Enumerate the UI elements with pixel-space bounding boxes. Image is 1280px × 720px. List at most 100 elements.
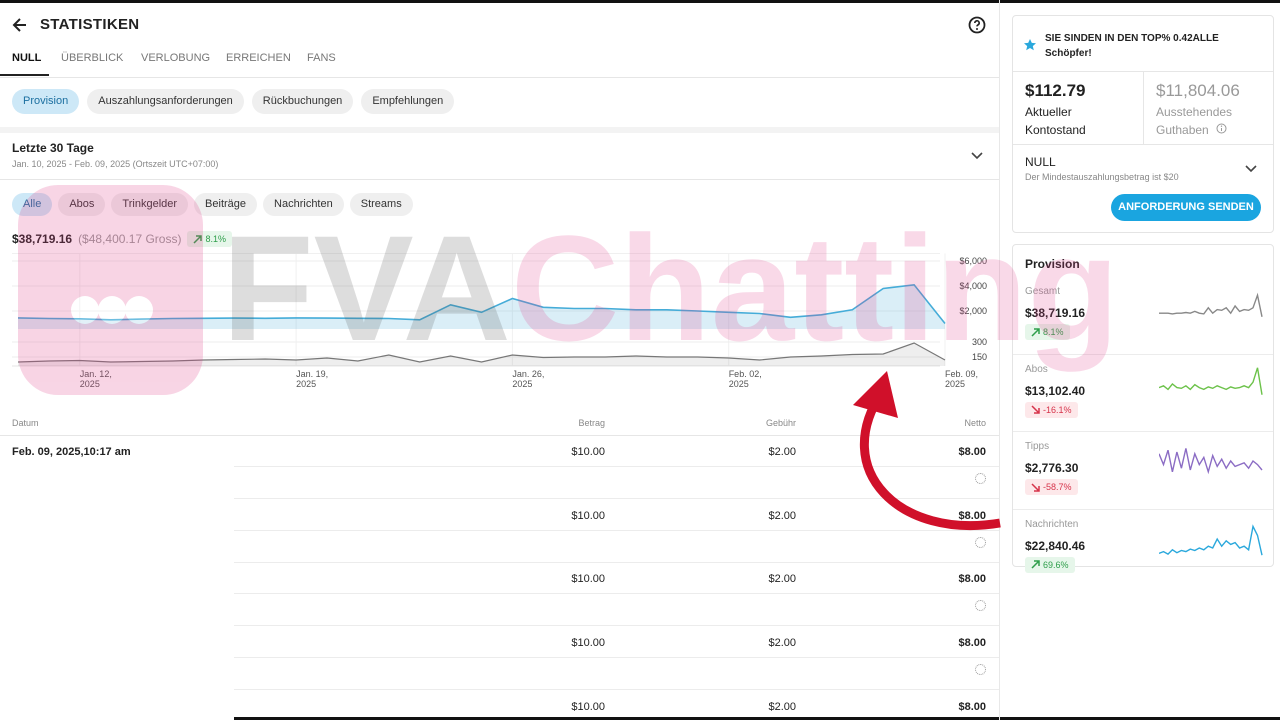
table-cell: $2.00 [768,573,796,586]
loading-spinner [975,536,986,548]
table-cell: $8.00 [958,637,986,650]
y-tick-label: 150 [972,352,987,362]
change-value: 69.6% [1043,559,1069,570]
divider [1013,431,1273,432]
series-area [18,343,945,366]
table-cell: $8.00 [958,446,986,458]
page-title: STATISTIKEN [40,16,140,33]
change-pill: 69.6% [1025,556,1075,573]
frame-top [0,0,1280,3]
tab-indicator [0,74,49,76]
table-cell: $8.00 [958,509,986,522]
table-cell: $2.00 [768,509,796,522]
x-tick-label: Jan. 26, 2025 [512,369,545,389]
loading-spinner [975,664,986,676]
trend-icon [1031,482,1040,492]
trend-icon [1031,405,1040,414]
x-tick-label: Feb. 09, 2025 [945,369,979,389]
chip[interactable]: Alle [12,193,53,216]
metric-label: Abos [1025,363,1048,375]
chip[interactable]: Trinkgelder [111,193,189,216]
divider [0,179,1000,180]
change-value: 8.1% [205,234,226,244]
period-range: Jan. 10, 2025 - Feb. 09, 2025 (Ortszeit … [12,159,219,169]
filter-bar: Alle Abos Trinkgelder Beiträge Nachrichten St… [12,193,419,216]
trend-icon [1031,327,1040,337]
tab[interactable]: VERLOBUNG [141,52,211,64]
change-pill: -16.1% [1025,401,1078,418]
sparkline-line [1159,367,1263,395]
table-cell: $8.00 [958,573,986,586]
request-button[interactable]: ANFORDERUNG SENDEN [1111,194,1261,221]
series-area [18,284,945,329]
y-tick-label: $2,000 [959,306,987,316]
y-tick-label: $6,000 [959,256,987,266]
chip[interactable]: Auszahlungsanforderungen [87,89,244,114]
loading-spinner [975,473,986,484]
change-value: 8.1% [1043,327,1064,337]
sparkline [1159,523,1263,555]
trend-arrow [1031,560,1040,569]
help-button[interactable] [968,16,986,34]
x-tick-label: Jan. 19, 2025 [296,369,329,389]
tab[interactable]: FANS [307,52,336,64]
row-divider [234,657,1000,659]
metric-amount: $38,719.16 [1025,306,1086,320]
provision-title: Provision [1025,257,1080,271]
row-divider [234,529,1000,531]
tab[interactable]: ERREICHEN [226,52,291,64]
chip[interactable]: Streams [349,193,413,216]
chip[interactable]: Nachrichten [263,193,344,216]
row-divider [234,593,1000,595]
change-pill: -58.7% [1025,479,1078,495]
row-divider [234,498,1000,499]
divider [1013,144,1273,145]
column-header: Netto [964,418,986,428]
payout-card: SIE SINDEN IN DEN TOP% 0.42ALLE Schöpfer… [1012,15,1274,233]
chip[interactable]: Rückbuchungen [251,89,354,114]
divider [0,435,1000,436]
row-divider [234,689,1000,691]
chip[interactable]: Abos [58,193,106,216]
section-gap [0,127,1000,133]
payout-method: NULL [1025,155,1056,169]
balance-label: Aktueller Kontostand [1025,105,1086,137]
tab[interactable]: NULL [12,52,42,64]
tab[interactable]: ÜBERBLICK [61,52,124,64]
chip[interactable]: Beiträge [194,193,258,216]
metric-amount: $22,840.46 [1025,538,1086,553]
table-cell: $10.00 [571,700,605,713]
chip[interactable]: Empfehlungen [361,89,455,114]
sparkline-line [1159,523,1263,555]
method-toggle[interactable] [1244,163,1258,175]
change-value: -16.1% [1043,404,1072,415]
back-button[interactable] [11,16,29,34]
star-icon [1024,39,1036,51]
table-cell: Feb. 09, 2025,10:17 am [12,446,131,458]
trend-arrow [1031,327,1040,337]
trend-arrow [1031,405,1040,414]
table-cell: $2.00 [768,637,796,650]
period-toggle[interactable] [970,150,984,162]
table-cell: $10.00 [571,509,605,522]
sparkline-line [1159,448,1263,475]
x-tick-label: Feb. 02, 2025 [728,369,762,389]
change-pill: 8.1% [1025,324,1070,340]
metric-amount: $2,776.30 [1025,461,1079,475]
trend-arrow [193,234,203,244]
info-icon[interactable] [1216,123,1227,134]
summary: $38,719.16 ($48,400.17 Gross) 8.1% [12,231,232,247]
table-cell: $2.00 [768,700,796,713]
metric-amount: $13,102.40 [1025,383,1086,398]
table-cell: $10.00 [571,637,605,650]
annotation-arrow [859,389,1001,531]
change-value: -58.7% [1043,482,1072,492]
change-pill: 8.1% [187,231,232,247]
frame-bottom [234,717,1280,720]
metric-label: Tipps [1025,441,1050,452]
table-cell: $10.00 [571,573,605,586]
chip[interactable]: Provision [12,89,80,114]
trend-icon [193,234,203,244]
sparkline [1159,292,1263,317]
